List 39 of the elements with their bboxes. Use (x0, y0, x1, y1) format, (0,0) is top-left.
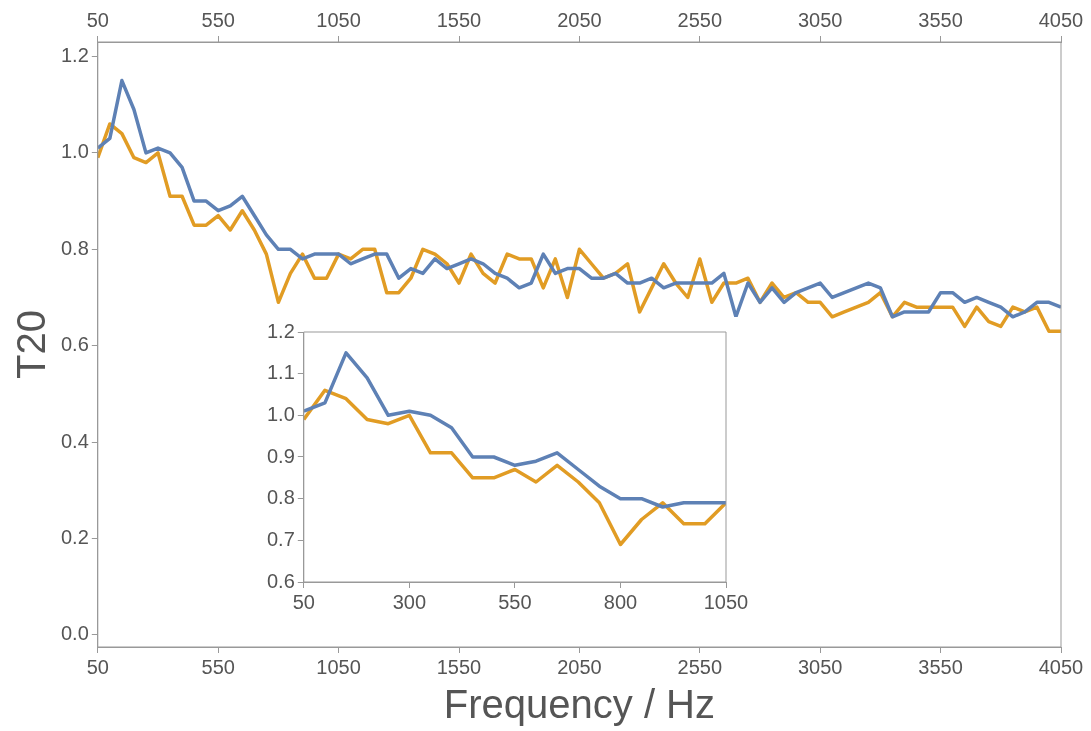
x2-tick-label: 3550 (918, 8, 963, 31)
x-tick-label: 50 (86, 655, 109, 678)
y-tick-label: 0.8 (266, 486, 295, 509)
x-tick-label: 300 (392, 590, 427, 613)
x-tick-label: 800 (603, 590, 638, 613)
x2-tick-label: 50 (86, 8, 109, 31)
x-tick-label: 4050 (1038, 655, 1084, 678)
x2-tick-label: 1050 (316, 8, 361, 31)
x-tick-label: 550 (498, 590, 532, 613)
x2-tick-label: 1550 (436, 8, 482, 31)
y-tick-label: 0.4 (60, 429, 89, 452)
x2-tick-label: 3050 (797, 8, 843, 31)
y-tick-label: 0.6 (60, 333, 89, 356)
x-axis-title: Frequency / Hz (443, 682, 716, 727)
x2-tick-label: 550 (201, 8, 235, 31)
y-tick-label: 1.2 (266, 319, 295, 342)
x-tick-label: 1050 (316, 655, 361, 678)
y-tick-label: 1.2 (60, 43, 89, 66)
y-tick-label: 0.0 (60, 622, 89, 645)
y-tick-label: 0.8 (60, 236, 89, 259)
x-tick-label: 50 (292, 590, 315, 613)
y-tick-label: 0.9 (266, 444, 295, 467)
x-tick-label: 3050 (797, 655, 843, 678)
y-tick-label: 1.0 (60, 140, 89, 163)
x-tick-label: 1550 (436, 655, 482, 678)
y-tick-label: 1.0 (266, 402, 295, 425)
y-tick-label: 1.1 (266, 361, 295, 384)
x-tick-label: 3550 (918, 655, 963, 678)
x2-tick-label: 4050 (1038, 8, 1084, 31)
y-tick-label: 0.6 (266, 569, 295, 592)
y-axis-title: T20 (9, 310, 54, 379)
x-tick-label: 2550 (677, 655, 723, 678)
x2-tick-label: 2550 (677, 8, 723, 31)
y-tick-label: 0.7 (266, 527, 295, 550)
x-tick-label: 2050 (557, 655, 602, 678)
x-tick-label: 1050 (703, 590, 749, 613)
y-tick-label: 0.2 (60, 526, 89, 549)
x-tick-label: 550 (201, 655, 235, 678)
x2-tick-label: 2050 (557, 8, 602, 31)
